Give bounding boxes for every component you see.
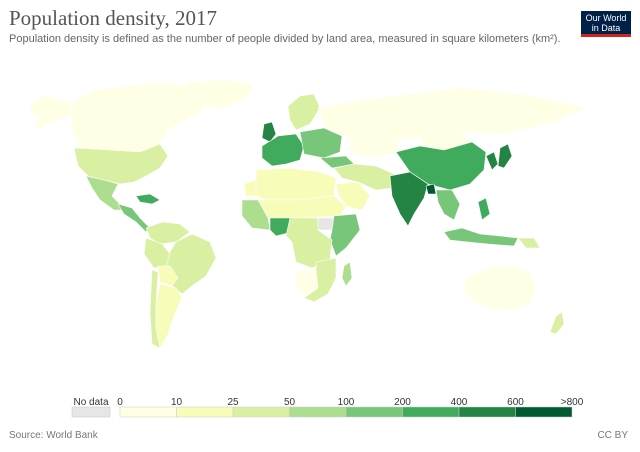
region-colombia-venezuela[interactable] [145, 221, 191, 245]
legend-bin-7[interactable] [515, 406, 573, 418]
legend-no-data-swatch [71, 406, 111, 418]
region-scandinavia[interactable] [287, 93, 321, 131]
legend-tick-label: 600 [507, 397, 524, 408]
legend-bin-0[interactable] [119, 406, 177, 418]
region-caribbean[interactable] [135, 193, 161, 205]
region-indonesia[interactable] [443, 227, 519, 247]
region-philippines[interactable] [477, 197, 491, 221]
legend-tick-label: 50 [284, 397, 296, 408]
legend-tick-label: 400 [451, 397, 468, 408]
legend-tick-label: 10 [171, 397, 183, 408]
region-western-europe[interactable] [261, 133, 305, 167]
region-southeast-asia[interactable] [435, 189, 461, 221]
logo-line-1: Our World [585, 13, 627, 23]
region-nigeria[interactable] [269, 217, 293, 237]
region-india[interactable] [389, 171, 429, 227]
region-bolivia-paraguay[interactable] [157, 265, 179, 287]
legend-tick-label: 100 [338, 397, 355, 408]
region-southern-africa[interactable] [303, 257, 337, 303]
region-eastern-europe[interactable] [299, 127, 343, 159]
legend-bin-2[interactable] [232, 406, 290, 418]
logo-line-2: in Data [591, 23, 621, 33]
region-united-kingdom[interactable] [261, 121, 277, 143]
legend-tick-label: 200 [394, 397, 411, 408]
region-alaska[interactable] [29, 95, 73, 131]
region-australia[interactable] [463, 265, 537, 311]
page-subtitle: Population density is defined as the num… [9, 33, 561, 45]
region-new-zealand[interactable] [549, 311, 565, 335]
source-note: Source: World Bank [9, 430, 98, 441]
region-east-africa[interactable] [329, 213, 361, 257]
region-bangladesh[interactable] [425, 183, 437, 195]
region-madagascar[interactable] [341, 261, 353, 287]
legend-tick-label: 25 [227, 397, 239, 408]
region-greenland[interactable] [184, 79, 256, 109]
legend-tick-label: >800 [561, 397, 584, 408]
region-kazakhstan[interactable] [347, 137, 401, 159]
region-korea-japan[interactable] [485, 143, 513, 171]
owid-logo[interactable]: Our World in Data [581, 11, 631, 37]
license-label[interactable]: CC BY [597, 430, 628, 441]
region-united-states[interactable] [73, 143, 169, 185]
region-namibia-botswana[interactable] [295, 269, 319, 297]
legend-no-data-label: No data [73, 397, 108, 408]
legend-bins [119, 406, 573, 418]
page-title: Population density, 2017 [9, 6, 218, 30]
legend-tick-label: 0 [117, 397, 123, 408]
region-saudi-arabia[interactable] [335, 181, 371, 211]
legend-bin-3[interactable] [289, 406, 347, 418]
legend-bin-5[interactable] [402, 406, 460, 418]
world-map [29, 79, 587, 349]
region-canada[interactable] [71, 81, 211, 153]
region-chile[interactable] [149, 269, 161, 349]
legend-bin-6[interactable] [458, 406, 516, 418]
legend-bin-1[interactable] [176, 406, 234, 418]
region-papua-new-guinea[interactable] [517, 237, 541, 249]
legend-ticks: 0 10 25 50 100 200 400 600 >800 [117, 397, 583, 408]
legend-bin-4[interactable] [345, 406, 403, 418]
